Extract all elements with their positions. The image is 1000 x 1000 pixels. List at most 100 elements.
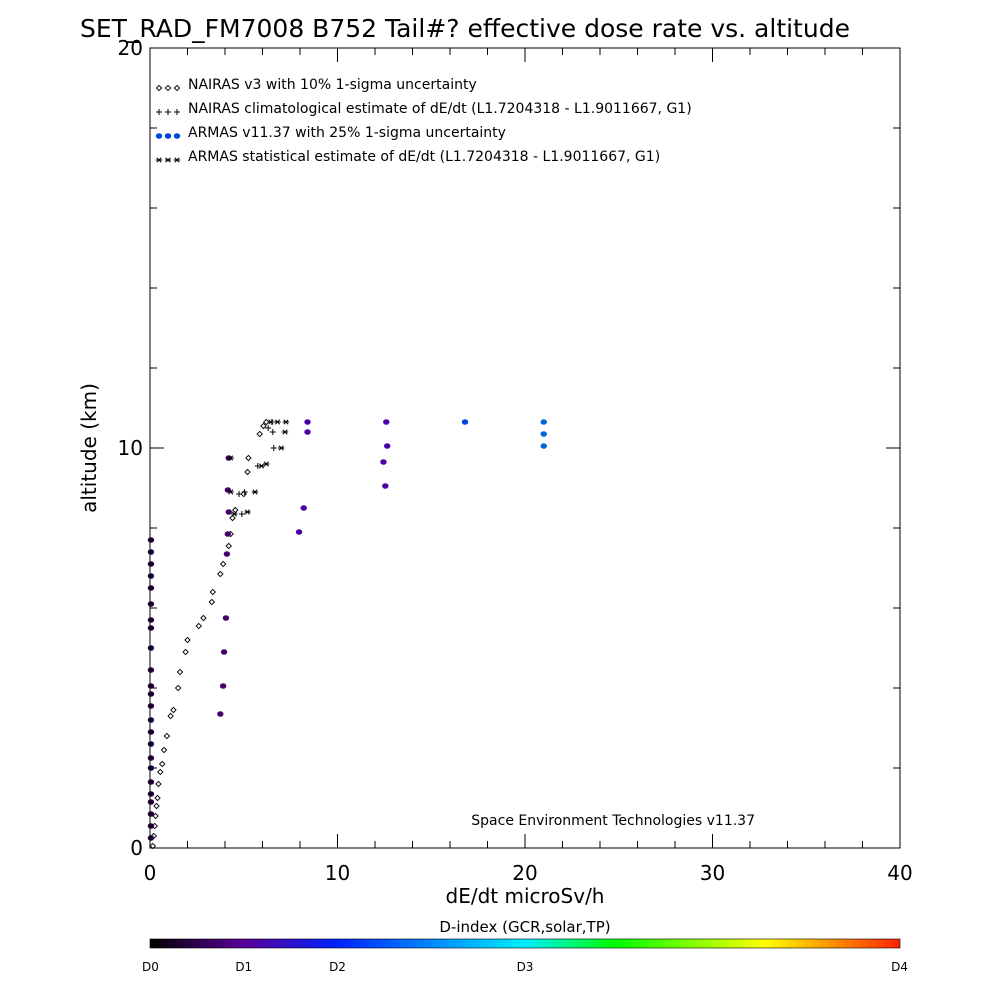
x-tick-label: 30 <box>700 861 725 885</box>
legend-marker <box>164 133 172 139</box>
data-point-series-2 <box>147 625 155 631</box>
data-point-series-2 <box>300 505 307 511</box>
y-tick-label: 0 <box>130 836 143 860</box>
data-point-series-3 <box>274 419 281 425</box>
data-point-series-0 <box>260 422 267 430</box>
data-point-series-2 <box>220 649 228 655</box>
data-point-series-0 <box>184 636 191 644</box>
legend-label: ARMAS v11.37 with 25% 1-sigma uncertaint… <box>188 125 506 141</box>
data-point-series-3 <box>263 461 270 467</box>
axis-ticks <box>149 47 901 849</box>
data-point-series-2 <box>147 549 155 555</box>
data-point-series-0 <box>149 842 157 850</box>
legend-marker <box>155 133 163 139</box>
legend-marker <box>174 109 180 115</box>
legend-marker <box>155 157 163 163</box>
data-point-series-0 <box>182 648 189 656</box>
data-point-series-1 <box>269 429 276 435</box>
data-point-series-2 <box>380 459 387 465</box>
data-point-series-3 <box>231 511 238 517</box>
data-point-series-3 <box>227 489 234 495</box>
data-point-series-3 <box>227 455 234 461</box>
data-point-series-3 <box>258 463 265 469</box>
legend-label: NAIRAS climatological estimate of dE/dt … <box>188 101 692 117</box>
legend-marker <box>155 84 163 92</box>
data-point-series-0 <box>160 746 168 754</box>
data-point-series-2 <box>147 585 155 591</box>
data-point-series-2 <box>540 419 547 425</box>
data-point-series-1 <box>238 511 245 517</box>
legend-label: NAIRAS v3 with 10% 1-sigma uncertainty <box>188 77 477 93</box>
data-point-series-2 <box>383 443 391 449</box>
data-point-series-2 <box>147 755 155 761</box>
x-tick-label: 10 <box>325 861 350 885</box>
legend-marker <box>173 157 181 163</box>
legend-marker <box>164 157 172 163</box>
colorbar-label: D3 <box>517 960 534 974</box>
data-point-series-2 <box>147 601 155 607</box>
data-point-series-0 <box>167 712 174 720</box>
y-axis-label: altitude (km) <box>77 383 101 513</box>
data-point-series-2 <box>540 443 547 449</box>
data-point-series-2 <box>147 703 155 709</box>
data-point-series-2 <box>225 509 232 515</box>
data-point-series-0 <box>225 542 232 550</box>
data-point-series-2 <box>217 711 224 717</box>
data-point-series-2 <box>147 537 155 543</box>
data-point-series-0 <box>240 490 247 498</box>
x-tick-label: 20 <box>512 861 537 885</box>
data-point-series-0 <box>208 598 216 606</box>
x-tick-label: 0 <box>144 861 157 885</box>
data-point-series-0 <box>170 706 177 714</box>
data-point-series-2 <box>147 779 155 785</box>
data-point-series-1 <box>265 425 272 431</box>
data-point-series-0 <box>174 684 182 692</box>
y-tick-label: 20 <box>118 36 143 60</box>
data-point-series-2 <box>222 615 230 621</box>
data-point-series-0 <box>157 768 164 776</box>
data-point-series-3 <box>282 419 290 425</box>
colorbar-label: D0 <box>142 960 159 974</box>
legend-marker <box>173 84 181 92</box>
data-point-series-1 <box>236 491 243 497</box>
data-point-series-2 <box>147 561 155 567</box>
data-point-series-0 <box>245 454 252 462</box>
data-point-series-2 <box>147 791 155 797</box>
data-point-series-2 <box>147 667 155 673</box>
colorbar <box>149 938 901 949</box>
data-point-series-0 <box>154 794 161 802</box>
data-point-series-3 <box>251 489 259 495</box>
data-point-series-1 <box>241 489 248 495</box>
axis-tick-labels: 0 10 20 30 40 0 10 20 <box>118 36 913 885</box>
data-point-series-1 <box>270 445 277 451</box>
data-point-series-2 <box>147 717 155 723</box>
data-point-series-2 <box>147 811 155 817</box>
data-point-series-3 <box>267 419 275 425</box>
y-tick-label: 10 <box>118 436 143 460</box>
data-point-series-2 <box>223 551 231 557</box>
data-point-series-2 <box>147 691 155 697</box>
x-tick-label: 40 <box>887 861 912 885</box>
data-point-series-2 <box>147 645 155 651</box>
data-points <box>147 418 547 850</box>
data-point-series-0 <box>256 430 263 438</box>
data-point-series-0 <box>152 812 159 820</box>
data-point-series-0 <box>158 760 166 768</box>
data-point-series-0 <box>229 514 236 522</box>
legend-label: ARMAS statistical estimate of dE/dt (L1.… <box>188 149 660 165</box>
data-point-series-2 <box>147 765 155 771</box>
data-point-series-0 <box>153 802 160 810</box>
colorbar-title: D-index (GCR,solar,TP) <box>439 918 610 936</box>
data-point-series-2 <box>147 573 155 579</box>
data-point-series-2 <box>147 741 155 747</box>
legend: NAIRAS v3 with 10% 1-sigma uncertainty NA… <box>155 77 692 165</box>
data-point-series-3 <box>281 429 289 435</box>
data-point-series-2 <box>147 683 155 689</box>
data-point-series-2 <box>304 429 311 435</box>
data-point-series-2 <box>461 419 469 425</box>
data-point-series-0 <box>163 732 171 740</box>
data-point-series-3 <box>244 509 251 515</box>
data-point-series-0 <box>219 560 227 568</box>
legend-marker <box>165 109 171 115</box>
